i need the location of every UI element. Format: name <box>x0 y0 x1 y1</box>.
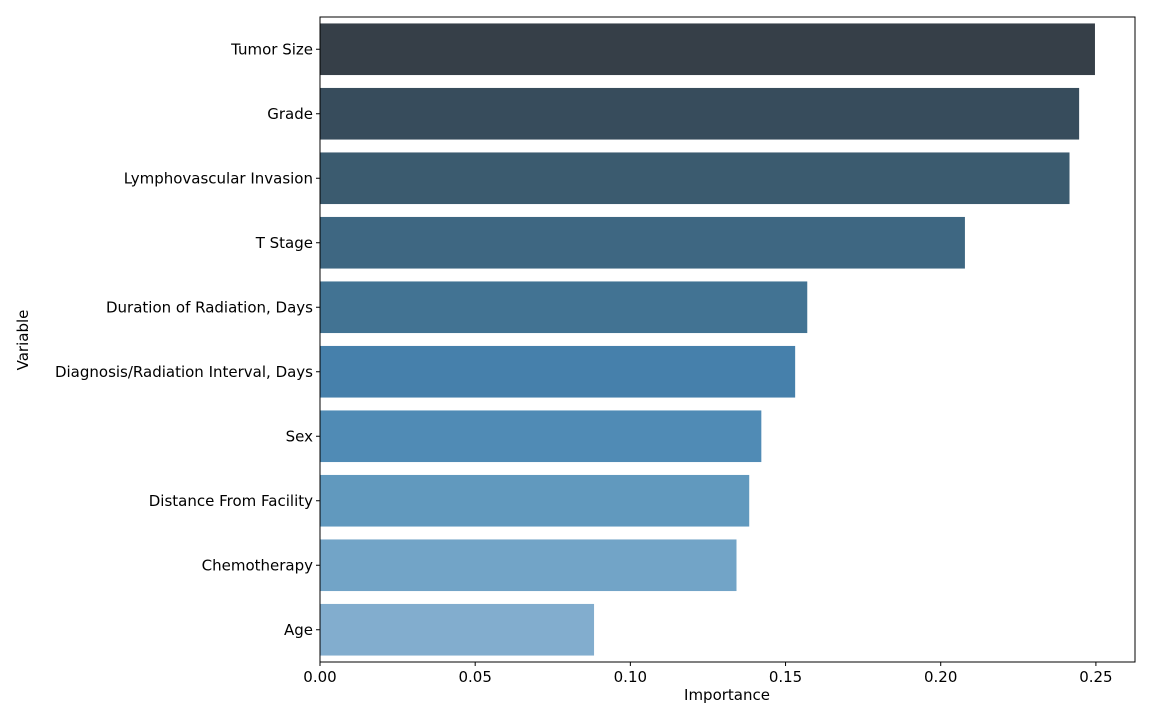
bar <box>320 345 796 398</box>
y-tick-label: Tumor Size <box>230 40 313 58</box>
bar <box>320 216 965 269</box>
y-tick-labels: Tumor Size Grade Lymphovascular Invasion T … <box>55 40 320 639</box>
y-tick-label: Sex <box>286 427 313 445</box>
x-tick-label: 0.25 <box>1079 668 1112 686</box>
x-axis-ticks: 0.00 0.05 0.10 0.15 0.20 0.25 <box>303 662 1113 686</box>
bar <box>320 23 1095 76</box>
bar <box>320 474 750 527</box>
bar <box>320 152 1070 205</box>
y-tick-label: Lymphovascular Invasion <box>124 169 313 187</box>
x-tick-label: 0.05 <box>458 668 491 686</box>
x-tick-label: 0.20 <box>924 668 957 686</box>
plot-frame <box>319 16 1136 663</box>
y-tick-label: Chemotherapy <box>202 556 313 574</box>
bar <box>320 603 595 656</box>
y-tick-label: Diagnosis/Radiation Interval, Days <box>55 363 313 381</box>
y-tick-label: T Stage <box>255 234 313 252</box>
x-tick-label: 0.15 <box>769 668 802 686</box>
x-tick-label: 0.00 <box>303 668 336 686</box>
y-axis-label: Variable <box>14 310 32 371</box>
y-tick-label: Distance From Facility <box>149 492 313 510</box>
y-tick-label: Duration of Radiation, Days <box>106 298 313 316</box>
bar <box>320 281 808 334</box>
x-axis-label: Importance <box>684 686 770 704</box>
y-tick-label: Grade <box>267 105 313 123</box>
bar <box>320 87 1080 140</box>
bar <box>320 539 737 592</box>
y-tick-label: Age <box>284 621 313 639</box>
bar <box>320 410 762 463</box>
bars <box>320 23 1095 656</box>
x-tick-label: 0.10 <box>614 668 647 686</box>
